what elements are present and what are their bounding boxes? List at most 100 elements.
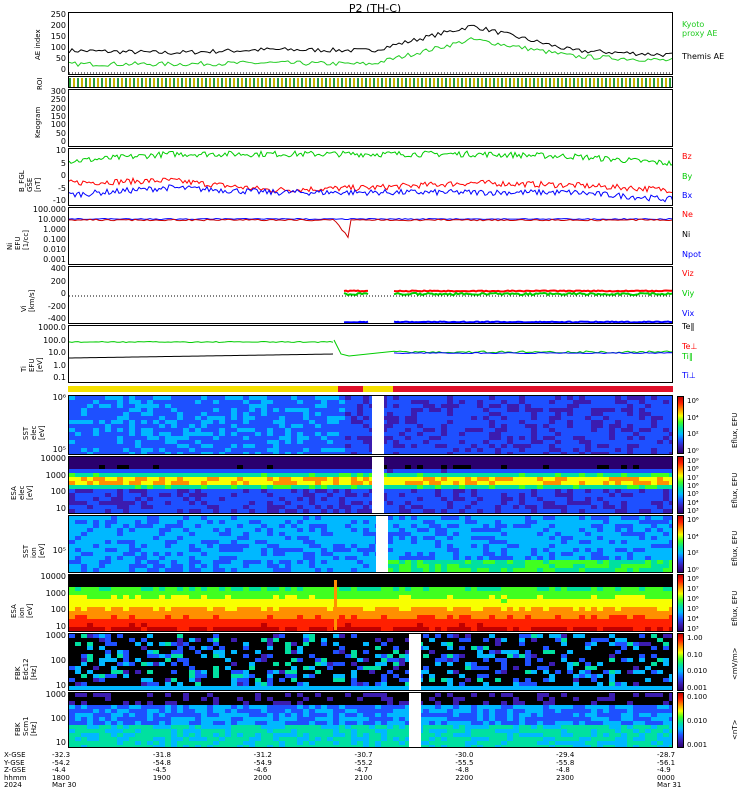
spectrogram-cell — [213, 497, 219, 501]
spectrogram-cell — [261, 465, 267, 469]
spectrogram-cell — [495, 536, 501, 540]
spectrogram-cell — [171, 505, 177, 509]
spectrogram-cell — [345, 432, 351, 436]
spectrogram-cell — [303, 516, 309, 520]
spectrogram-cell — [147, 428, 153, 432]
spectrogram-cell — [519, 516, 525, 520]
spectrogram-cell — [201, 469, 207, 473]
spectrogram-cell — [279, 548, 285, 552]
spectrogram-cell — [117, 404, 123, 408]
spectrogram-cell — [99, 532, 105, 536]
spectrogram-cell — [357, 444, 363, 448]
spectrogram-cell — [525, 520, 531, 524]
spectrogram-cell — [189, 524, 195, 528]
b-series-line — [69, 176, 672, 194]
spectrogram-cell — [639, 436, 645, 440]
spectrogram-cell — [141, 428, 147, 432]
spectrogram-cell — [225, 509, 231, 513]
spectrogram-cell — [255, 560, 261, 564]
spectrogram-cell — [165, 420, 171, 424]
spectrogram-cell — [645, 396, 651, 400]
spectrogram-cell — [171, 591, 177, 595]
spectrogram-cell — [165, 440, 171, 444]
spectrogram-cell — [189, 536, 195, 540]
spectrogram-cell — [243, 524, 249, 528]
spectrogram-cell — [333, 477, 339, 481]
spectrogram-cell — [663, 485, 669, 489]
spectrogram-cell — [273, 408, 279, 412]
spectrogram-cell — [621, 505, 627, 509]
spectrogram-cell — [345, 436, 351, 440]
spectrogram-cell — [141, 505, 147, 509]
spectrogram-cell — [441, 540, 447, 544]
spectrogram-cell — [441, 564, 447, 568]
spectrogram-cell — [339, 461, 345, 465]
spectrogram-cell — [387, 524, 393, 528]
spectrogram-cell — [621, 536, 627, 540]
spectrogram-cell — [237, 501, 243, 505]
spectrogram-cell — [609, 493, 615, 497]
spectrogram-cell — [669, 497, 672, 501]
spectrogram-cell — [249, 412, 255, 416]
spectrogram-cell — [483, 516, 489, 520]
spectrogram-cell — [309, 489, 315, 493]
spectrogram-cell — [87, 583, 93, 587]
spectrogram-cell — [147, 489, 153, 493]
spectrogram-cell — [255, 516, 261, 520]
spectrogram-cell — [447, 516, 453, 520]
roi-mark — [141, 78, 143, 87]
spectrogram-cell — [627, 548, 633, 552]
spectrogram-cell — [423, 428, 429, 432]
spectrogram-cell — [501, 524, 507, 528]
spectrogram-cell — [501, 548, 507, 552]
spectrogram-cell — [327, 505, 333, 509]
spectrogram-cell — [663, 400, 669, 404]
spectrogram-cell — [345, 400, 351, 404]
spectrogram-cell — [357, 469, 363, 473]
spectrogram-cell — [597, 524, 603, 528]
spectrogram-cell — [195, 436, 201, 440]
spectrogram-cell — [483, 428, 489, 432]
spectrogram-cell — [399, 560, 405, 564]
roi-mark — [313, 78, 315, 87]
spectrogram-cell — [369, 524, 375, 528]
spectrogram-cell — [129, 568, 135, 572]
spectrogram-cell — [219, 408, 225, 412]
spectrogram-cell — [81, 524, 87, 528]
spectrogram-cell — [201, 560, 207, 564]
spectrogram-cell — [573, 440, 579, 444]
spectrogram-cell — [573, 408, 579, 412]
spectrogram-cell — [141, 560, 147, 564]
spectrogram-cell — [387, 481, 393, 485]
spectrogram-cell — [87, 611, 93, 615]
spectrogram-cell — [627, 489, 633, 493]
spectrogram-cell — [177, 436, 183, 440]
spectrogram-cell — [321, 568, 327, 572]
spectrogram-cell — [255, 420, 261, 424]
spectrogram-cell — [615, 481, 621, 485]
spectrogram-cell — [417, 544, 423, 548]
spectrogram-cell — [519, 440, 525, 444]
spectrogram-cell — [363, 568, 369, 572]
spectrogram-cell — [75, 416, 81, 420]
spectrogram-cell — [315, 524, 321, 528]
spectrogram-cell — [93, 623, 99, 627]
roi-mark — [497, 78, 499, 87]
spectrogram-cell — [129, 587, 135, 591]
spectrogram-cell — [237, 436, 243, 440]
spectrogram-cell — [93, 452, 99, 454]
spectrogram-cell — [459, 416, 465, 420]
spectrogram-cell — [627, 520, 633, 524]
spectrogram-cell — [309, 544, 315, 548]
spectrogram-cell — [531, 564, 537, 568]
spectrogram-cell — [153, 575, 159, 579]
spectrogram-cell — [417, 477, 423, 481]
spectrogram-cell — [387, 497, 393, 501]
spectrogram-cell — [207, 532, 213, 536]
spectrogram-cell — [507, 436, 513, 440]
spectrogram-cell — [633, 520, 639, 524]
spectrogram-cell — [501, 493, 507, 497]
spectrogram-cell — [285, 497, 291, 501]
spectrogram-cell — [627, 572, 633, 573]
spectrogram-cell — [291, 528, 297, 532]
